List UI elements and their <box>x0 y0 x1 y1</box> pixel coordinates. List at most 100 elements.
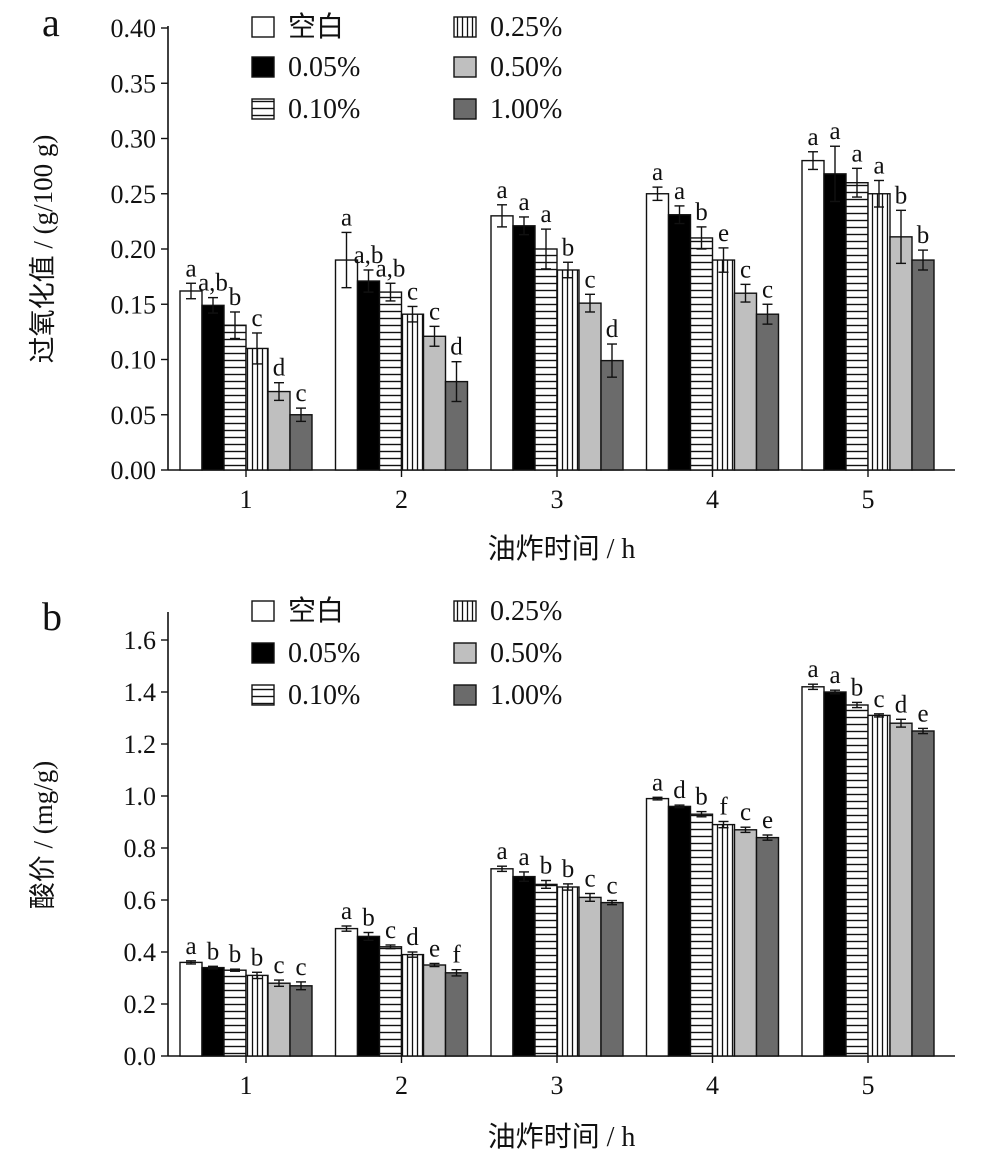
bar <box>711 259 736 471</box>
significance-label: a <box>652 159 663 186</box>
significance-label: d <box>273 355 286 382</box>
bar <box>378 291 403 471</box>
significance-label: b <box>917 222 930 249</box>
significance-label: a <box>652 769 663 796</box>
legend-swatch <box>251 16 275 38</box>
significance-label: c <box>762 276 773 303</box>
bar <box>334 259 359 471</box>
bar <box>845 704 869 1057</box>
legend-swatch <box>453 642 477 664</box>
panel-label: a <box>42 0 60 45</box>
significance-label: c <box>385 917 396 944</box>
significance-label: a <box>341 204 352 231</box>
legend-label: 1.00% <box>490 680 562 711</box>
y-tick-label: 0.8 <box>124 834 157 863</box>
bar <box>667 214 692 471</box>
legend-label: 0.05% <box>288 638 360 669</box>
significance-label: a <box>807 124 818 151</box>
significance-label: d <box>895 691 908 718</box>
significance-label: c <box>295 954 306 981</box>
y-tick-label: 0.20 <box>111 235 157 264</box>
bar <box>267 390 291 471</box>
bar <box>400 313 425 471</box>
legend-swatch <box>251 98 275 120</box>
legend-swatch <box>251 600 275 622</box>
bar <box>223 324 247 471</box>
bar <box>334 927 359 1057</box>
x-tick-label: 2 <box>395 485 408 514</box>
bar <box>422 335 447 471</box>
x-tick-label: 4 <box>706 485 719 514</box>
bar <box>490 215 514 471</box>
bar <box>534 883 558 1057</box>
y-tick-label: 0.15 <box>111 290 157 319</box>
x-tick-label: 4 <box>706 1071 719 1100</box>
bar <box>889 236 913 471</box>
bar <box>755 836 780 1057</box>
bar <box>578 302 602 471</box>
x-tick-label: 3 <box>551 1071 564 1100</box>
y-axis-label: 过氧化值 / (g/100 g) <box>28 135 58 364</box>
bar <box>911 730 935 1057</box>
bar <box>444 972 469 1057</box>
legend-swatch <box>453 684 477 706</box>
significance-label: a <box>185 255 196 282</box>
bar <box>801 159 825 471</box>
significance-label: b <box>540 853 553 880</box>
significance-label: f <box>719 793 728 820</box>
y-tick-label: 1.6 <box>124 626 157 655</box>
significance-label: a <box>518 189 529 216</box>
significance-label: e <box>718 220 729 247</box>
legend-swatch <box>251 684 275 706</box>
bar <box>201 304 225 471</box>
legend-label: 0.10% <box>288 680 360 711</box>
legend-swatch <box>453 16 477 38</box>
bar <box>267 982 291 1057</box>
significance-label: c <box>295 380 306 407</box>
bar <box>289 985 313 1057</box>
significance-label: b <box>695 784 708 811</box>
significance-label: a <box>341 898 352 925</box>
legend-label: 空白 <box>288 595 344 627</box>
significance-label: e <box>917 700 928 727</box>
bar <box>490 868 514 1057</box>
bar <box>889 722 913 1057</box>
bar <box>245 347 269 471</box>
chart-panel-a: a 0.00 0.05 0.10 0.15 0.20 0.25 0.30 0.35 0.40 过氧化… <box>28 0 955 565</box>
significance-label: a <box>829 118 840 145</box>
significance-label: a <box>185 933 196 960</box>
bar <box>645 193 670 471</box>
legend-label: 0.25% <box>490 12 562 43</box>
significance-label: b <box>251 944 264 971</box>
significance-label: b <box>207 938 220 965</box>
significance-label: b <box>562 234 575 261</box>
significance-label: a <box>829 662 840 689</box>
legend-swatch <box>251 56 275 78</box>
bar <box>689 237 714 471</box>
legend-label: 0.50% <box>490 638 562 669</box>
bar <box>600 901 624 1057</box>
significance-label: d <box>673 777 686 804</box>
y-tick-label: 0.05 <box>111 401 157 430</box>
x-axis-label: 油炸时间 / h <box>488 1121 636 1153</box>
x-tick-label: 2 <box>395 1071 408 1100</box>
legend-swatch <box>453 98 477 120</box>
y-axis-label: 酸价 / (mg/g) <box>28 761 58 910</box>
legend-label: 0.50% <box>490 52 562 83</box>
x-tick-label: 5 <box>862 1071 875 1100</box>
x-tick-label: 1 <box>240 485 253 514</box>
bar <box>578 896 602 1057</box>
chart-panel-b: b 0.0 0.2 0.4 0.6 0.8 1.0 1.2 1.4 1.6 酸价 / (mg/g) 油… <box>28 594 955 1153</box>
bar <box>689 813 714 1057</box>
bar <box>378 946 403 1057</box>
bar <box>556 269 580 471</box>
bar <box>534 248 558 471</box>
significance-label: c <box>273 952 284 979</box>
significance-label: b <box>695 199 708 226</box>
bar <box>645 797 670 1057</box>
bar <box>422 964 447 1057</box>
bar <box>289 414 313 471</box>
significance-label: c <box>740 799 751 826</box>
significance-label: a <box>540 201 551 228</box>
